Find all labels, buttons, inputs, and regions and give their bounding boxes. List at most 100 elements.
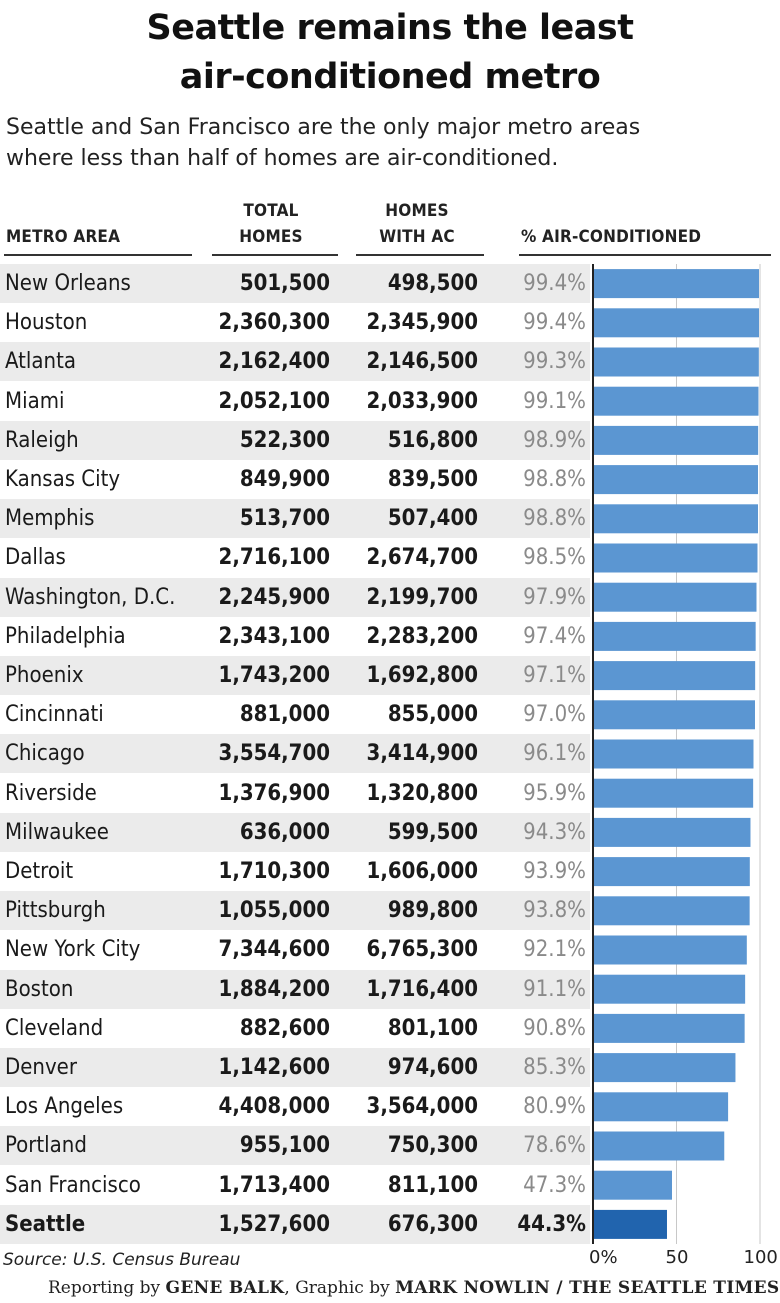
homes-with-ac-value: 516,800 [387, 427, 478, 453]
header-ac-line-1: HOMES [385, 201, 449, 221]
row-stripe [0, 1126, 590, 1166]
header-rule-pct [519, 254, 771, 256]
pct-label: 98.9% [523, 427, 586, 453]
total-homes-value: 636,000 [239, 819, 330, 845]
pct-label: 91.1% [523, 976, 586, 1002]
homes-with-ac-value: 1,320,800 [366, 780, 478, 806]
row-stripe [0, 734, 590, 774]
pct-label: 44.3% [517, 1211, 586, 1237]
total-homes-value: 2,343,100 [218, 623, 330, 649]
metro-name: Boston [5, 976, 74, 1002]
row-stripe [0, 1048, 590, 1087]
pct-label: 93.8% [523, 898, 586, 924]
bar-kansas-city [593, 465, 758, 495]
metro-name: New York City [5, 937, 141, 963]
credit-graphic: MARK NOWLIN / THE SEATTLE TIMES [395, 1278, 780, 1298]
total-homes-value: 1,055,000 [218, 898, 330, 924]
metro-name: Cincinnati [5, 702, 104, 728]
bar-milwaukee [593, 817, 751, 847]
bar-new-york-city [593, 935, 747, 965]
total-homes-value: 1,142,600 [218, 1055, 330, 1080]
metro-name: Raleigh [5, 427, 79, 453]
total-homes-value: 1,710,300 [218, 859, 330, 884]
metro-name: Cleveland [5, 1015, 104, 1041]
total-homes-value: 513,700 [239, 506, 330, 532]
homes-with-ac-value: 974,600 [387, 1055, 478, 1080]
homes-with-ac-value: 599,500 [387, 819, 478, 845]
metro-name: Memphis [5, 506, 95, 532]
homes-with-ac-value: 1,606,000 [366, 859, 478, 884]
row-stripe [0, 577, 590, 617]
metro-name: Kansas City [5, 467, 121, 492]
homes-with-ac-value: 2,283,200 [366, 623, 478, 649]
total-homes-value: 955,100 [239, 1133, 330, 1159]
bar-philadelphia [593, 621, 756, 651]
homes-with-ac-value: 2,199,700 [366, 584, 478, 610]
chart-title: Seattle remains the least air-conditione… [0, 4, 780, 102]
bar-boston [593, 974, 746, 1004]
total-homes-value: 501,500 [239, 271, 330, 296]
bar-cincinnati [593, 700, 755, 730]
homes-with-ac-value: 811,100 [387, 1172, 478, 1198]
homes-with-ac-value: 2,345,900 [366, 310, 478, 336]
metro-name: Riverside [5, 780, 97, 806]
bar-new-orleans [593, 269, 759, 299]
bar-atlanta [593, 347, 759, 377]
bar-riverside [593, 778, 754, 808]
bar-detroit [593, 857, 750, 887]
bar-san-francisco [593, 1170, 672, 1200]
header-rule-metro [4, 254, 192, 256]
total-homes-value: 849,900 [239, 467, 330, 492]
bar-seattle [593, 1209, 667, 1239]
bar-raleigh [593, 425, 759, 455]
pct-label: 99.3% [523, 349, 586, 375]
metro-name: Denver [5, 1055, 77, 1080]
bar-portland [593, 1131, 725, 1161]
bar-cleveland [593, 1013, 745, 1043]
header-pct-air-conditioned: % AIR-CONDITIONED [521, 227, 702, 247]
row-stripe [0, 1204, 590, 1244]
source-note: Source: U.S. Census Bureau [3, 1250, 241, 1270]
header-total-line-2: HOMES [239, 227, 303, 247]
pct-label: 99.4% [523, 271, 586, 296]
row-stripe [0, 264, 590, 303]
chart-subtitle: Seattle and San Francisco are the only m… [6, 112, 776, 174]
homes-with-ac-value: 3,564,000 [366, 1094, 478, 1120]
metro-name: San Francisco [5, 1172, 141, 1198]
bar-pittsburgh [593, 896, 750, 926]
metro-name: New Orleans [5, 271, 131, 296]
pct-label: 98.8% [523, 506, 586, 532]
tick-label-50: 50 [665, 1247, 689, 1268]
credit-line: Reporting by GENE BALK, Graphic by MARK … [48, 1278, 779, 1298]
metro-name: Dallas [5, 545, 66, 571]
total-homes-value: 4,408,000 [218, 1094, 330, 1120]
subtitle-line-2: where less than half of homes are air-co… [6, 146, 559, 171]
homes-with-ac-value: 1,692,800 [366, 663, 478, 688]
homes-with-ac-value: 750,300 [387, 1133, 478, 1159]
metro-name: Detroit [5, 859, 74, 884]
pct-label: 99.4% [523, 310, 586, 336]
total-homes-value: 1,743,200 [218, 663, 330, 688]
pct-label: 97.0% [523, 702, 586, 728]
total-homes-value: 522,300 [239, 427, 330, 453]
header-metro-area: METRO AREA [6, 227, 121, 247]
metro-name: Houston [5, 310, 88, 336]
total-homes-value: 1,884,200 [218, 976, 330, 1002]
bar-denver [593, 1053, 736, 1083]
homes-with-ac-value: 2,033,900 [366, 388, 478, 414]
bar-miami [593, 386, 759, 416]
total-homes-value: 2,360,300 [218, 310, 330, 336]
total-homes-value: 882,600 [239, 1015, 330, 1041]
total-homes-value: 2,052,100 [218, 388, 330, 414]
homes-with-ac-value: 1,716,400 [366, 976, 478, 1002]
pct-label: 98.5% [523, 545, 586, 571]
row-stripe [0, 342, 590, 382]
total-homes-value: 1,713,400 [218, 1172, 330, 1198]
title-line-1: Seattle remains the least [146, 8, 634, 48]
total-homes-value: 1,376,900 [218, 780, 330, 806]
metro-name: Pittsburgh [5, 898, 106, 924]
pct-label: 97.4% [523, 623, 586, 649]
homes-with-ac-value: 676,300 [387, 1211, 478, 1237]
header-rule-ac [356, 254, 484, 256]
credit-reporter: GENE BALK [165, 1278, 285, 1298]
